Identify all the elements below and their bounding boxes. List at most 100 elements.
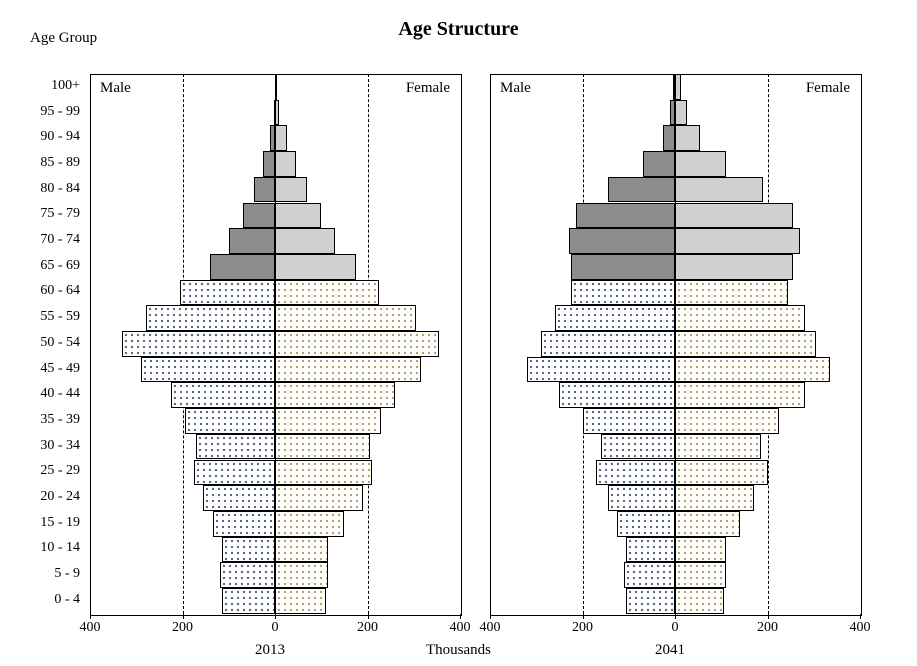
male-label: Male (100, 80, 131, 97)
yaxis-tick: 80 - 84 (0, 181, 80, 197)
xaxis-tickmark (768, 614, 769, 619)
bar-female (675, 460, 768, 486)
xaxis-tick: 400 (480, 620, 501, 636)
bar-female (275, 382, 395, 408)
bar-female (275, 408, 381, 434)
bar-male (583, 408, 676, 434)
bar-female (675, 203, 793, 229)
bar-female (675, 485, 754, 511)
bar-male (180, 280, 275, 306)
bar-male (171, 382, 275, 408)
yaxis-tick: 95 - 99 (0, 104, 80, 120)
bar-male (643, 151, 675, 177)
center-line (675, 74, 676, 614)
bar-male (571, 280, 675, 306)
bar-male (243, 203, 275, 229)
bar-female (275, 331, 439, 357)
xaxis-tick: 0 (272, 620, 279, 636)
bar-female (275, 511, 344, 537)
center-line (275, 74, 276, 614)
bar-female (275, 151, 296, 177)
xaxis-tickmark (368, 614, 369, 619)
xaxis-tickmark (183, 614, 184, 619)
bar-female (675, 331, 816, 357)
xaxis-title: Thousands (0, 642, 917, 659)
bar-female (675, 588, 724, 614)
bar-female (675, 305, 805, 331)
yaxis-title: Age Group (30, 30, 97, 47)
xaxis-tickmark (675, 614, 676, 619)
xaxis-tickmark (583, 614, 584, 619)
male-label: Male (500, 80, 531, 97)
xaxis-tick: 200 (172, 620, 193, 636)
bar-male (229, 228, 275, 254)
xaxis-tickmark (90, 614, 91, 619)
bar-male (263, 151, 275, 177)
yaxis-tick: 5 - 9 (0, 566, 80, 582)
bar-female (275, 357, 421, 383)
yaxis-tick: 25 - 29 (0, 463, 80, 479)
bar-female (275, 562, 328, 588)
bar-female (275, 537, 328, 563)
bar-female (675, 254, 793, 280)
yaxis-tick: 0 - 4 (0, 592, 80, 608)
bar-male (571, 254, 675, 280)
bar-male (555, 305, 675, 331)
bar-male (210, 254, 275, 280)
bar-male (608, 177, 675, 203)
yaxis-tick: 90 - 94 (0, 129, 80, 145)
yaxis-tick: 10 - 14 (0, 540, 80, 556)
bar-male (527, 357, 675, 383)
bar-female (675, 177, 763, 203)
bar-female (275, 485, 363, 511)
yaxis-tick: 30 - 34 (0, 438, 80, 454)
yaxis-tick: 45 - 49 (0, 361, 80, 377)
yaxis-tick: 60 - 64 (0, 283, 80, 299)
bar-female (675, 151, 726, 177)
bar-male (222, 588, 275, 614)
bar-male (663, 125, 675, 151)
yaxis-tick: 35 - 39 (0, 412, 80, 428)
bar-male (196, 434, 275, 460)
bar-female (275, 460, 372, 486)
bar-male (576, 203, 675, 229)
bar-male (626, 537, 675, 563)
bar-male (146, 305, 276, 331)
chart-title: Age Structure (0, 18, 917, 41)
yaxis-tick: 85 - 89 (0, 155, 80, 171)
bar-male (254, 177, 275, 203)
bar-male (122, 331, 275, 357)
yaxis-tick: 70 - 74 (0, 232, 80, 248)
bar-female (675, 280, 788, 306)
xaxis-tick: 400 (80, 620, 101, 636)
female-label: Female (806, 80, 850, 97)
bar-male (222, 537, 275, 563)
bar-female (675, 511, 740, 537)
bar-female (675, 228, 800, 254)
yaxis-tick: 15 - 19 (0, 515, 80, 531)
yaxis-tick: 100+ (0, 78, 80, 94)
bar-female (275, 305, 416, 331)
bar-female (275, 177, 307, 203)
bar-female (275, 588, 326, 614)
xaxis-tick: 200 (757, 620, 778, 636)
bar-male (541, 331, 675, 357)
bar-male (624, 562, 675, 588)
bar-male (185, 408, 275, 434)
xaxis-tickmark (860, 614, 861, 619)
bar-male (213, 511, 275, 537)
bar-male (194, 460, 275, 486)
bar-male (626, 588, 675, 614)
xaxis-tick: 0 (672, 620, 679, 636)
bar-female (675, 408, 779, 434)
bar-male (601, 434, 675, 460)
bar-female (675, 382, 805, 408)
female-label: Female (406, 80, 450, 97)
bar-female (675, 434, 761, 460)
bar-male (203, 485, 275, 511)
bar-female (275, 434, 370, 460)
bar-female (275, 125, 287, 151)
xaxis-tick: 400 (450, 620, 471, 636)
xaxis-tickmark (275, 614, 276, 619)
bar-male (608, 485, 675, 511)
